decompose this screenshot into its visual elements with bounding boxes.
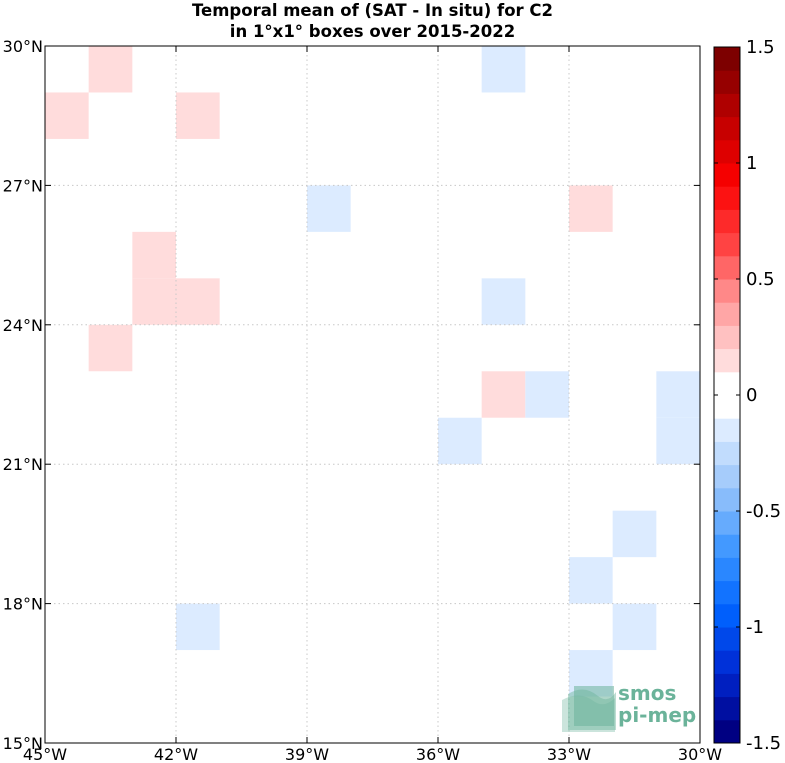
colorbar-tick-label: 1.5 (746, 37, 775, 58)
colorbar-tick-label: -1 (746, 617, 764, 638)
heatmap-cell (132, 278, 176, 325)
cells-layer (45, 46, 700, 697)
heatmap-cell (88, 46, 133, 93)
colorbar-segment (714, 511, 740, 535)
x-tick-label: 39°W (285, 745, 329, 763)
colorbar-segment (714, 603, 740, 628)
colorbar-segment (714, 534, 740, 558)
colorbar-segment (714, 371, 740, 396)
heatmap-cell (656, 417, 700, 465)
colorbar-tick-label: -1.5 (746, 733, 781, 754)
colorbar-segment (714, 441, 740, 466)
plot-frame (44, 45, 701, 744)
y-tick-label: 15°N (3, 734, 43, 753)
colorbar-segment (714, 70, 740, 94)
heatmap-cell (612, 510, 657, 558)
y-tick-label: 30°N (3, 37, 43, 56)
colorbar-layer: 1.5 1 0.5 0 -0.5 -1 -1.5 (713, 37, 781, 754)
colorbar-segment (714, 627, 740, 651)
frame-layer (44, 45, 701, 744)
heatmap-cell (45, 92, 89, 139)
y-tick-label: 18°N (3, 595, 43, 614)
title-line-2: in 1°x1° boxes over 2015-2022 (229, 22, 516, 41)
heatmap-cell (307, 185, 351, 232)
colorbar-segment (714, 93, 740, 118)
y-tick-label: 24°N (3, 316, 43, 335)
logo-text-pimep: pi-mep (618, 703, 697, 727)
colorbar-segment (714, 47, 740, 71)
colorbar-segment (714, 557, 740, 582)
colorbar-segment (714, 348, 740, 373)
logo-text-smos: smos (618, 681, 677, 705)
colorbar-segment (714, 673, 740, 698)
heatmap-cell (481, 278, 526, 325)
x-tick-label: 45°W (23, 745, 67, 763)
x-tick-label: 30°W (678, 745, 722, 763)
colorbar-segment (714, 719, 740, 744)
colorbar-segment (714, 279, 740, 303)
heatmap-cell (176, 92, 220, 139)
colorbar-segment (714, 696, 740, 721)
colorbar-segment (714, 163, 740, 187)
heatmap-cell (481, 46, 526, 93)
colorbar-tick-label: 0 (746, 385, 757, 406)
colorbar-tick-label: 1 (746, 153, 757, 174)
x-tick-label: 36°W (416, 745, 460, 763)
colorbar-segment (714, 464, 740, 489)
heatmap-cell (656, 371, 700, 418)
x-ticks-layer: 45°W 42°W 39°W 36°W 33°W 30°W (23, 46, 722, 763)
y-tick-label: 27°N (3, 176, 43, 195)
heatmap-cell (132, 231, 176, 279)
logo-waves-icon (562, 686, 616, 732)
colorbar-segment (714, 255, 740, 280)
heatmap-cell (176, 603, 220, 651)
heatmap-cell (438, 417, 482, 465)
colorbar-segment (714, 395, 740, 419)
grid-layer (45, 46, 700, 743)
colorbar-segment (714, 116, 740, 141)
y-tick-label: 21°N (3, 455, 43, 474)
colorbar-segment (714, 418, 740, 442)
colorbar-tick-label: -0.5 (746, 501, 781, 522)
heatmap-cell (525, 371, 569, 418)
colorbar-segment (714, 139, 740, 164)
heatmap-cell (88, 324, 133, 372)
colorbar-segment (714, 302, 740, 326)
heatmap-cell (569, 185, 613, 232)
colorbar-tick-label: 0.5 (746, 269, 775, 290)
chart-title: Temporal mean of (SAT - In situ) for C2 … (45, 0, 700, 42)
colorbar-segment (714, 186, 740, 210)
colorbar-segment (714, 580, 740, 605)
x-tick-label: 42°W (154, 745, 198, 763)
heatmap-cell (481, 371, 526, 418)
heatmap-cell (176, 278, 220, 325)
heatmap-cell (612, 603, 657, 651)
colorbar-segment (714, 325, 740, 350)
colorbar-segment (714, 209, 740, 234)
heatmap-cell (569, 557, 613, 604)
y-ticks-layer: 15°N 18°N 21°N 24°N 27°N 30°N (3, 37, 700, 753)
colorbar-segment (714, 650, 740, 674)
x-tick-label: 33°W (547, 745, 591, 763)
colorbar-segment (714, 487, 740, 512)
colorbar-segment (714, 232, 740, 257)
title-line-1: Temporal mean of (SAT - In situ) for C2 (191, 1, 554, 20)
